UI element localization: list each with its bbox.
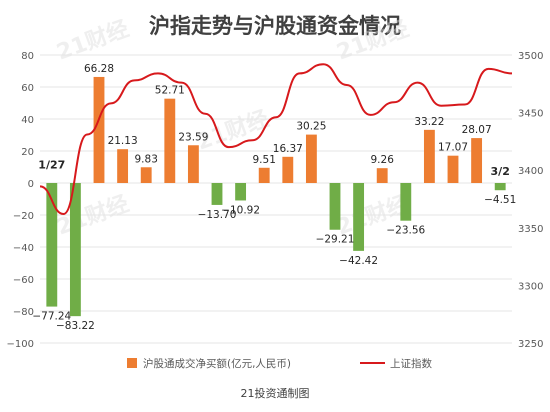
y-left-tick-label: −100	[7, 339, 34, 350]
y-left-tick-label: 20	[21, 147, 34, 158]
chart-title: 沪指走势与沪股通资金情况	[149, 14, 401, 38]
data-label: −10.92	[221, 204, 260, 216]
data-label: −4.51	[484, 194, 516, 206]
data-label: 66.28	[84, 63, 114, 75]
bar	[400, 183, 412, 221]
data-label: 28.07	[462, 124, 492, 136]
y-left-tick-label: 0	[28, 179, 34, 190]
watermark-text: 21财经	[53, 16, 132, 66]
bar	[46, 183, 58, 307]
bar	[353, 183, 365, 251]
bar	[471, 138, 483, 183]
y-right-tick-label: 3250	[518, 339, 543, 350]
y-left-tick-label: −60	[13, 275, 34, 286]
data-label: −77.24	[32, 311, 71, 323]
data-label: 9.51	[253, 154, 276, 166]
y-right-tick-label: 3450	[518, 109, 543, 120]
data-label: 9.83	[135, 153, 158, 165]
data-label: 16.37	[273, 143, 303, 155]
data-label: −29.21	[316, 234, 355, 246]
watermark-text: 21财经	[333, 16, 412, 66]
watermark-text: 21财经	[53, 191, 132, 241]
bar	[93, 76, 105, 183]
bar	[305, 134, 317, 183]
bar	[447, 155, 459, 183]
bar	[235, 183, 247, 201]
y-left-tick-label: −20	[13, 211, 34, 222]
data-label: 30.25	[296, 121, 326, 133]
bar	[140, 167, 152, 183]
legend-swatch-bar	[127, 358, 137, 368]
bar	[187, 145, 199, 183]
y-left-tick-label: 40	[21, 115, 34, 126]
data-label: 33.22	[414, 116, 444, 128]
bar	[282, 156, 294, 183]
bar	[164, 98, 176, 183]
bar	[494, 183, 506, 191]
y-right-tick-label: 3400	[518, 166, 543, 177]
y-left-tick-label: −80	[13, 307, 34, 318]
bar	[329, 183, 341, 230]
y-right-tick-label: 3300	[518, 281, 543, 292]
bar	[423, 129, 435, 183]
chart-credit: 21投资通制图	[240, 387, 310, 400]
date-label: 3/2	[491, 165, 510, 178]
y-left-tick-label: −40	[13, 243, 34, 254]
y-right-tick-label: 3500	[518, 51, 543, 62]
legend-label-bar: 沪股通成交净买额(亿元,人民币)	[143, 357, 291, 370]
line-series-index	[39, 63, 513, 215]
data-label: −13.70	[198, 209, 237, 221]
data-label: 21.13	[108, 135, 138, 147]
bar	[211, 183, 223, 205]
y-right-tick-label: 3350	[518, 224, 543, 235]
data-label: 9.26	[371, 154, 395, 166]
bar	[376, 168, 388, 183]
date-label: 1/27	[38, 159, 65, 172]
y-left-tick-label: 60	[21, 83, 34, 94]
data-label: −23.56	[386, 225, 425, 237]
data-label: −83.22	[56, 320, 95, 332]
y-left-tick-label: 80	[21, 51, 34, 62]
bar	[117, 149, 129, 183]
legend-label-line: 上证指数	[390, 357, 432, 370]
bar	[258, 167, 270, 183]
data-label: 17.07	[438, 142, 468, 154]
data-label: 23.59	[178, 131, 208, 143]
bar	[69, 183, 81, 317]
data-label: −42.42	[339, 255, 378, 267]
data-label: 52.71	[155, 85, 185, 97]
